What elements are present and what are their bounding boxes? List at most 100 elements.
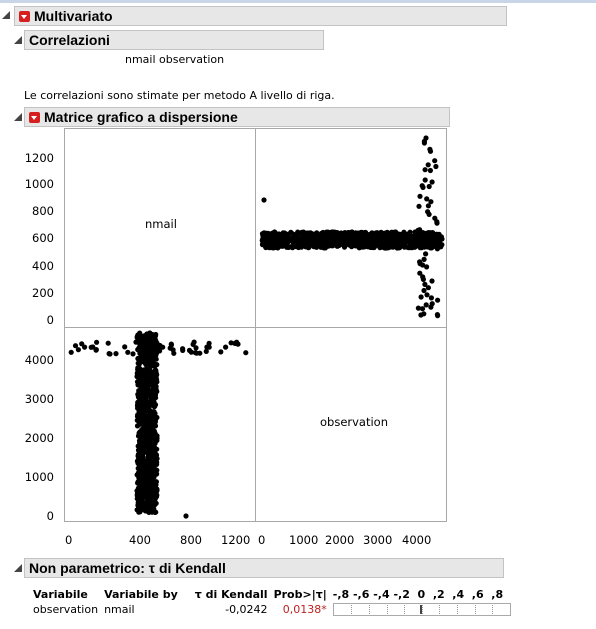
scatter-point [344,235,350,241]
y-tick-top: 1200 [24,151,54,165]
cell-variabile-by: nmail [104,602,135,616]
y-tick-top: 200 [32,286,54,300]
scatter-point [402,233,408,239]
scatter-point [276,232,282,239]
tau-grid-line [456,604,458,614]
collapse-triangle-icon[interactable] [2,11,10,19]
scatter-point [134,413,141,419]
scatter-point [385,245,391,251]
scatter-point [154,456,160,462]
scatter-point [426,183,432,190]
scatter-point [325,233,331,239]
scatter-point [152,423,159,429]
scatter-point [401,229,407,235]
scatter-point [416,203,422,209]
diag-label-nmail: nmail [145,217,177,231]
scatter-point [407,240,413,246]
scatter-point [432,158,438,164]
scatter-point [148,464,154,470]
y-tick-top: 0 [46,313,54,327]
scatter-point [138,385,144,391]
scatter-point [125,349,131,355]
correlazioni-header[interactable]: Correlazioni [24,30,324,50]
scatter-point [434,233,440,239]
scatter-point [149,474,156,481]
scatter-point [434,246,440,252]
scatter-point [429,278,435,284]
scatter-point [393,240,399,246]
scatter-point [203,348,209,354]
scatter-point [139,393,145,399]
scatter-point [418,312,424,318]
scatter-point [134,417,140,423]
scatter-point [146,424,152,430]
scatter-matrix-header[interactable]: Matrice grafico a dispersione [24,107,450,127]
scatter-point [424,264,430,270]
collapse-triangle-icon[interactable] [14,36,22,44]
scatter-point [321,237,327,243]
scatter-point [424,242,430,249]
scatter-point [421,287,427,294]
tau-grid-line [351,604,353,614]
scatter-point [428,199,434,205]
x-tick-right: 0 [258,533,266,547]
red-triangle-menu-icon[interactable] [19,11,30,22]
scatter-point [148,397,154,404]
scatter-point [134,423,141,429]
scatter-point [147,368,153,374]
scatter-point [151,445,157,451]
scatter-point [138,350,144,356]
scatter-point [261,197,267,203]
scatter-point [151,403,157,410]
collapse-triangle-icon[interactable] [14,564,22,572]
scatter-point [288,244,294,250]
collapse-triangle-icon[interactable] [14,113,22,121]
cell-prob: 0,0138* [282,602,327,616]
scatter-point [426,211,432,217]
cell-variabile: observation [33,602,99,616]
scatter-point [422,167,428,173]
col-scale: -,8 -,6 -,4 -,2 0 ,2 ,4 ,6 ,8 [332,587,504,601]
scatter-point [269,238,275,244]
y-tick-top: 600 [32,231,54,245]
scatter-point [417,261,423,267]
scatter-point [431,238,437,244]
scatter-point [140,437,146,443]
scatter-point [154,362,160,368]
scatter-point [186,347,193,353]
scatter-point [153,435,159,441]
tau-grid-line [386,604,388,614]
scatter-point [147,354,153,360]
matrix-horizontal-divider [65,327,446,328]
scatter-point [386,237,392,243]
scatter-point [206,344,212,350]
x-tick-right: 1000 [289,533,319,547]
scatter-point [140,493,146,499]
scatter-matrix-frame [64,128,447,522]
multivariato-header[interactable]: Multivariato [14,6,507,26]
scatter-point [383,232,389,238]
scatter-point [150,507,157,513]
scatter-point [206,340,212,346]
scatter-point [378,229,384,235]
cell-bar [330,601,514,617]
y-tick-bottom: 2000 [24,431,54,445]
scatter-point [154,340,160,346]
scatter-matrix-title: Matrice grafico a dispersione [44,109,238,125]
scatter-point [421,256,427,262]
multivariato-title: Multivariato [34,8,113,24]
scatter-point [348,236,354,242]
scatter-point [190,341,196,347]
scatter-point [140,467,146,473]
scatter-point [407,232,413,238]
kendall-header[interactable]: Non parametrico: τ di Kendall [24,558,504,578]
scatter-point [149,413,155,419]
y-tick-bottom: 1000 [24,470,54,484]
scatter-point [223,344,229,350]
scatter-point [259,237,265,244]
scatter-point [135,465,141,471]
y-tick-top: 400 [32,259,54,273]
scatter-point [265,230,271,236]
tau-grid-line [404,604,406,614]
red-triangle-menu-icon[interactable] [29,112,40,123]
